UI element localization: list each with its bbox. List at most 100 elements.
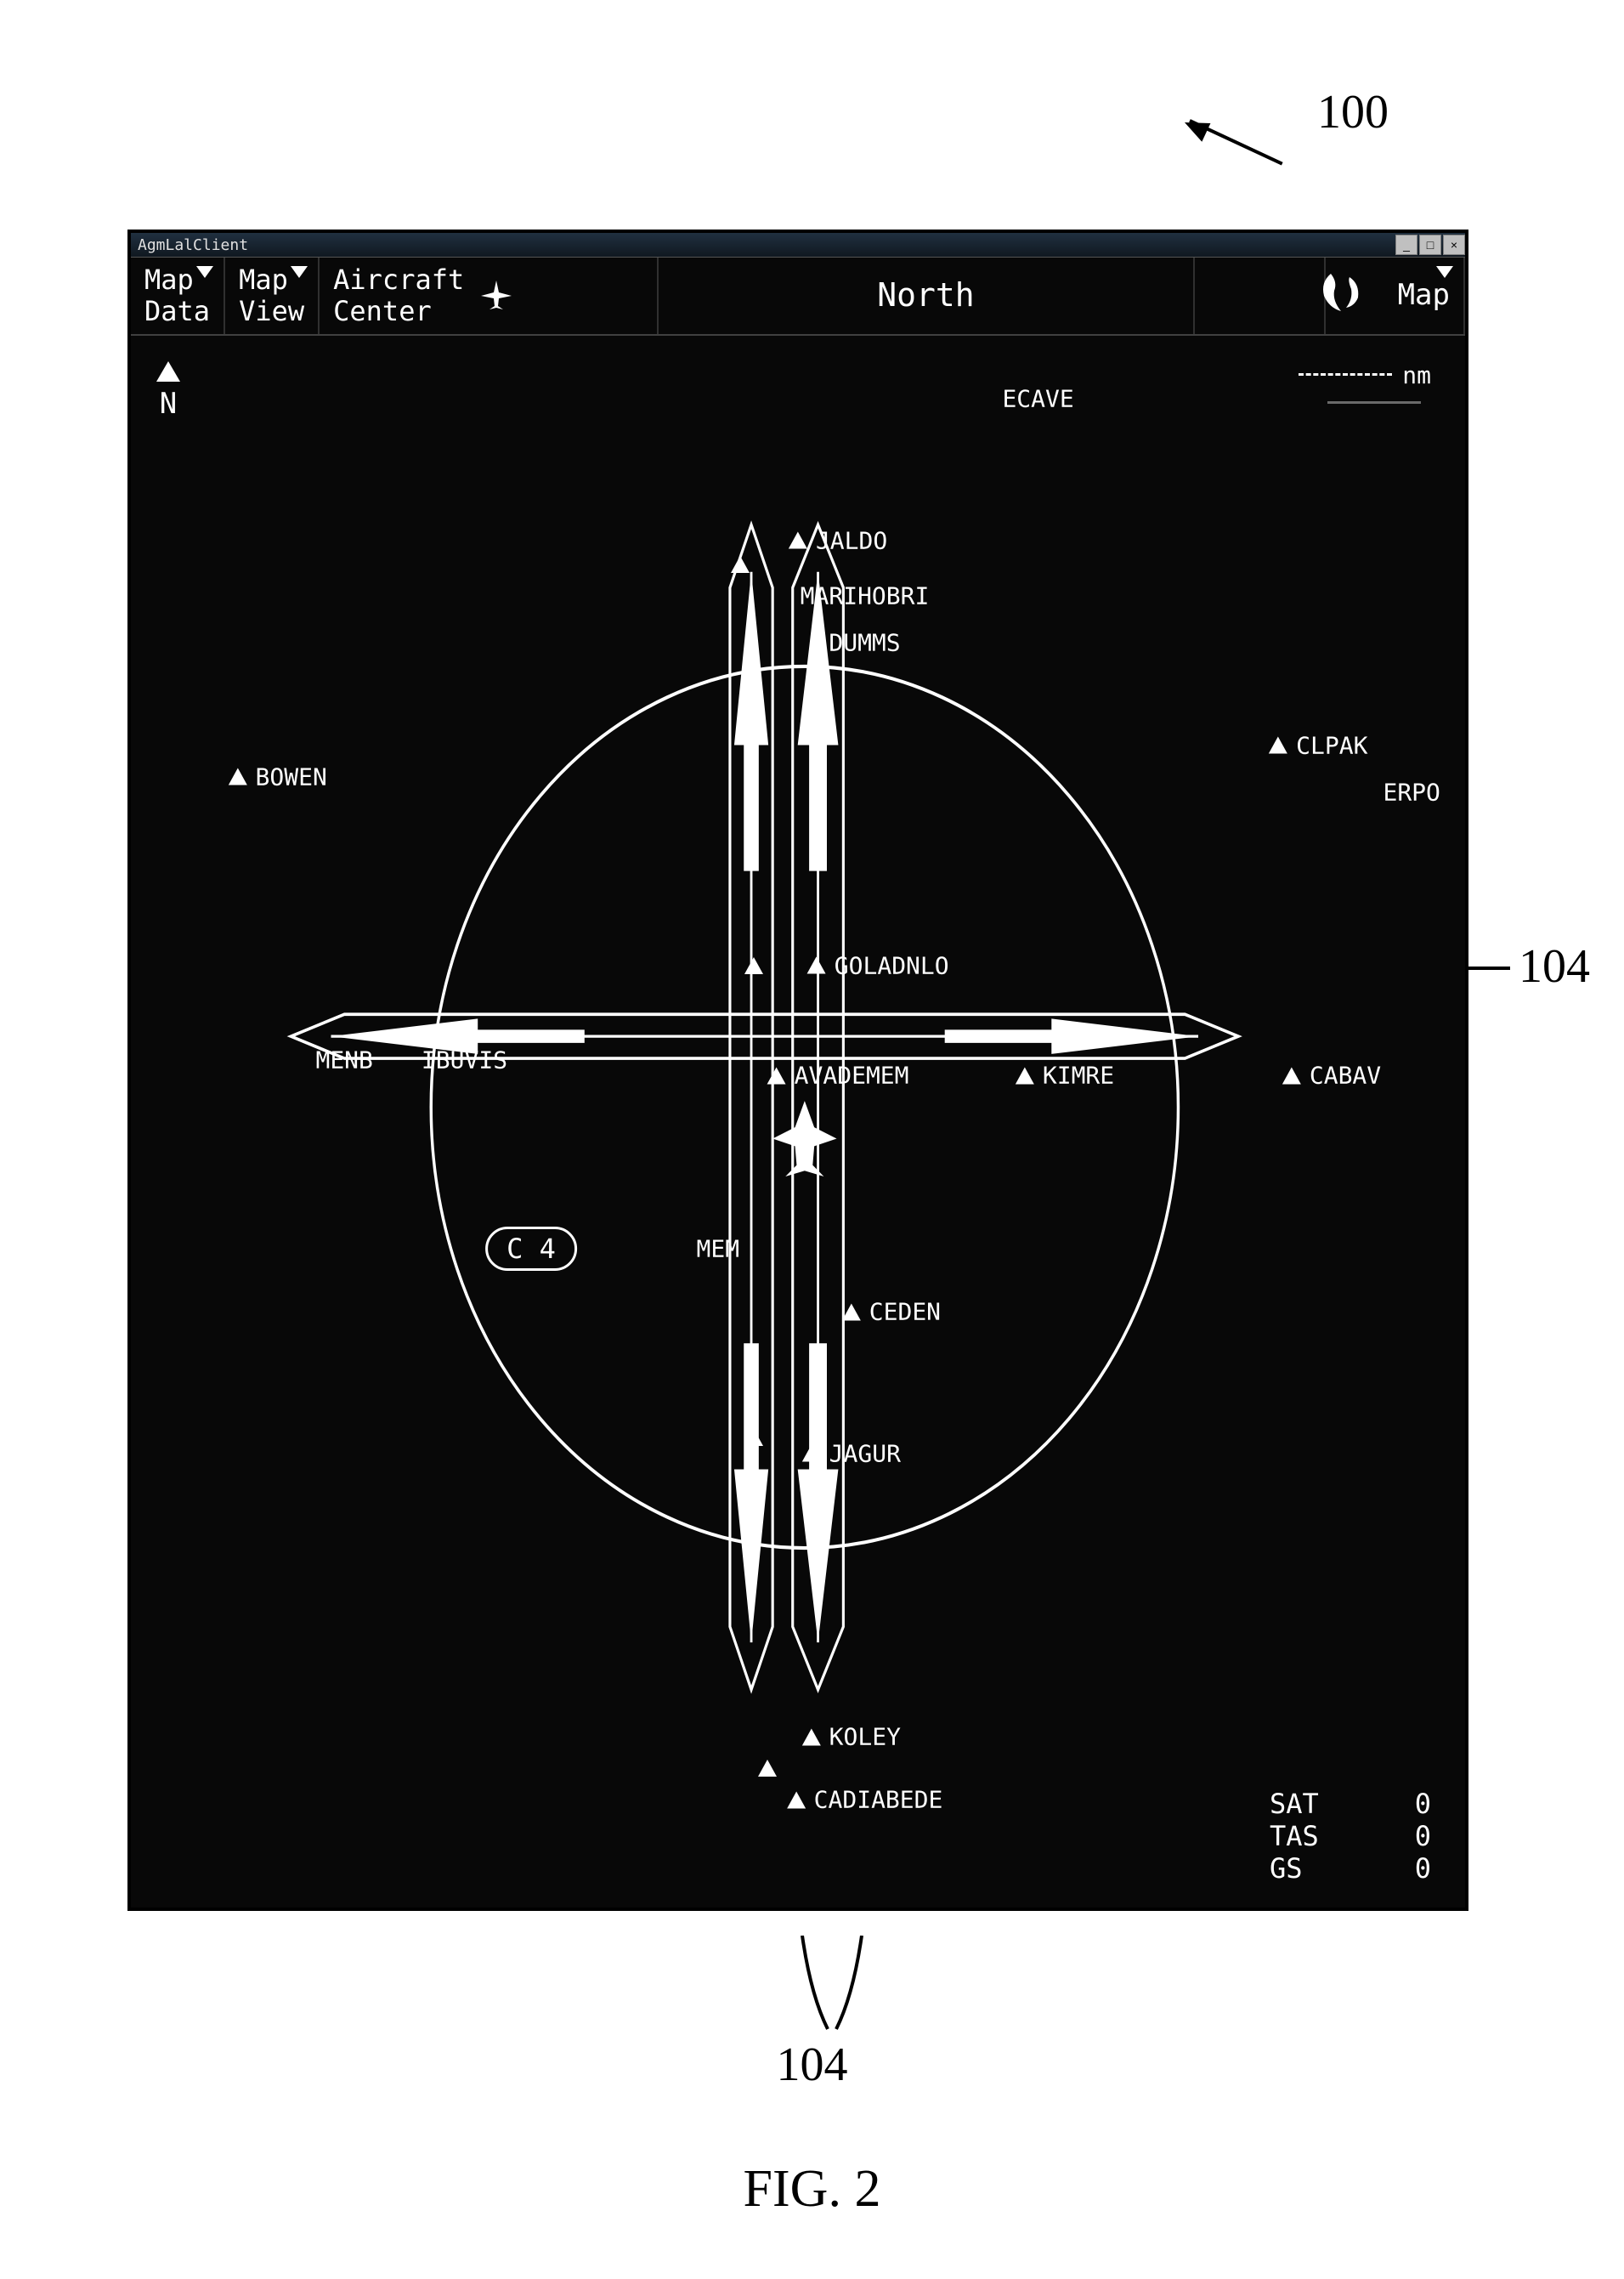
- waypoint: AVADEMEM: [767, 1062, 909, 1090]
- ownship-aircraft-icon: [772, 1101, 836, 1176]
- waypoint-icon: [802, 1728, 821, 1745]
- waypoint-label: JALDO: [816, 526, 887, 554]
- waypoint-icon: [807, 957, 826, 974]
- window-controls: _ □ ×: [1394, 235, 1465, 255]
- map-display[interactable]: N nm: [131, 336, 1465, 1910]
- waypoint: KOLEY: [802, 1723, 901, 1751]
- waypoint: MARIHOBRI: [801, 581, 930, 609]
- map-overlay-svg: [131, 336, 1465, 1910]
- figure-caption: FIG. 2: [0, 2159, 1624, 2219]
- waypoint: KIMRE: [1016, 1062, 1114, 1090]
- waypoint-label: CEDEN: [869, 1298, 941, 1326]
- waypoint: JALDO: [789, 526, 887, 554]
- figure-page: 100 104 104 AgmLalClient _ □ × Map Data: [0, 0, 1624, 2279]
- callout-100-label: 100: [1317, 85, 1389, 139]
- waypoint-label: AVADEMEM: [795, 1062, 909, 1090]
- waypoint: BOWEN: [229, 763, 327, 791]
- status-label: SAT: [1270, 1788, 1319, 1820]
- status-value: 0: [1415, 1788, 1431, 1820]
- waypoint-icon: [1282, 1067, 1301, 1084]
- maximize-button[interactable]: □: [1419, 235, 1441, 255]
- close-button[interactable]: ×: [1443, 235, 1465, 255]
- waypoint: CLPAK: [1269, 731, 1367, 759]
- waypoint-icon: [731, 556, 750, 573]
- waypoint-label: CADIABEDE: [814, 1786, 943, 1814]
- window-title: AgmLalClient: [138, 236, 248, 254]
- waypoint: MEM: [697, 1235, 740, 1263]
- waypoint-icon: [1016, 1067, 1034, 1084]
- status-row: TAS 0: [1270, 1820, 1431, 1852]
- minimize-button[interactable]: _: [1395, 235, 1417, 255]
- waypoint-icon: [229, 768, 247, 785]
- waypoint: [731, 556, 758, 573]
- map-menu-label: Map: [1398, 279, 1450, 312]
- waypoint-label: MARIHOBRI: [801, 581, 930, 609]
- waypoint-icon: [744, 1429, 763, 1446]
- waypoint-label: KOLEY: [829, 1723, 901, 1751]
- globe-button[interactable]: [1195, 258, 1326, 334]
- waypoint-label: ERPO: [1383, 779, 1440, 807]
- callout-104-right: 104: [1519, 939, 1590, 994]
- status-value: 0: [1415, 1852, 1431, 1885]
- waypoint-label: CLPAK: [1296, 731, 1367, 759]
- waypoint-label: JAGUR: [829, 1439, 901, 1467]
- c4-label: C 4: [506, 1233, 556, 1265]
- waypoint-icon: [787, 1791, 806, 1808]
- dropdown-icon: [1436, 266, 1453, 278]
- waypoint-icon: [767, 1067, 786, 1084]
- c4-badge: C 4: [485, 1227, 577, 1271]
- map-data-menu[interactable]: Map Data: [131, 258, 225, 334]
- waypoint: [758, 1760, 785, 1777]
- waypoint: CADIABEDE: [787, 1786, 943, 1814]
- waypoint: CEDEN: [842, 1298, 941, 1326]
- runway-corridors: [291, 524, 1238, 1689]
- waypoint-label: DUMMS: [829, 629, 900, 657]
- status-value: 0: [1415, 1820, 1431, 1852]
- waypoint: ERPO: [1383, 779, 1440, 807]
- waypoint-label: ECAVE: [1002, 385, 1073, 413]
- waypoint-label: MEM: [697, 1235, 740, 1263]
- waypoint: IBUVIS: [422, 1046, 507, 1074]
- waypoint-label: IBUVIS: [422, 1046, 507, 1074]
- waypoint: CABAV: [1282, 1062, 1381, 1090]
- waypoint: [744, 1429, 772, 1446]
- status-label: GS: [1270, 1852, 1303, 1885]
- callout-104-bottom-label: 104: [777, 2038, 848, 2091]
- heading-display[interactable]: North: [659, 258, 1195, 334]
- dropdown-icon: [196, 266, 213, 278]
- dropdown-icon: [291, 266, 308, 278]
- waypoint-icon: [1269, 737, 1287, 754]
- status-readout: SAT 0TAS 0GS 0: [1270, 1788, 1431, 1885]
- map-view-menu[interactable]: Map View: [225, 258, 320, 334]
- waypoint-label: CABAV: [1310, 1062, 1381, 1090]
- waypoint-icon: [789, 532, 807, 549]
- toolbar: Map Data Map View Aircraft Center North: [131, 258, 1465, 336]
- map-menu[interactable]: Map: [1326, 258, 1465, 334]
- waypoint: JAGUR: [802, 1439, 901, 1467]
- waypoint-icon: [758, 1760, 777, 1777]
- status-row: GS 0: [1270, 1852, 1431, 1885]
- waypoint: GOLADNLO: [807, 951, 949, 979]
- waypoint-label: BOWEN: [256, 763, 327, 791]
- waypoint: [744, 957, 772, 974]
- waypoint-icon: [744, 957, 763, 974]
- aircraft-center-button[interactable]: Aircraft Center: [320, 258, 659, 334]
- callout-100: 100: [1190, 60, 1411, 162]
- callout-104-right-label: 104: [1519, 940, 1590, 993]
- waypoint-label: MENB: [315, 1046, 372, 1074]
- waypoint: ECAVE: [1002, 385, 1073, 413]
- waypoint: MENB: [315, 1046, 372, 1074]
- waypoint-label: GOLADNLO: [835, 951, 949, 979]
- arrow-line: [1189, 119, 1282, 165]
- callout-leader-icon: [743, 1936, 913, 2046]
- aircraft-center-label: Aircraft Center: [333, 264, 464, 327]
- waypoint-label: KIMRE: [1043, 1062, 1114, 1090]
- waypoint: DUMMS: [829, 629, 900, 657]
- waypoint-icon: [802, 1445, 821, 1462]
- callout-104-bottom: 104: [777, 2038, 848, 2092]
- waypoint-icon: [842, 1303, 861, 1320]
- heading-label: North: [877, 277, 974, 315]
- status-label: TAS: [1270, 1820, 1319, 1852]
- app-window: AgmLalClient _ □ × Map Data Map View Air…: [127, 230, 1468, 1911]
- status-row: SAT 0: [1270, 1788, 1431, 1820]
